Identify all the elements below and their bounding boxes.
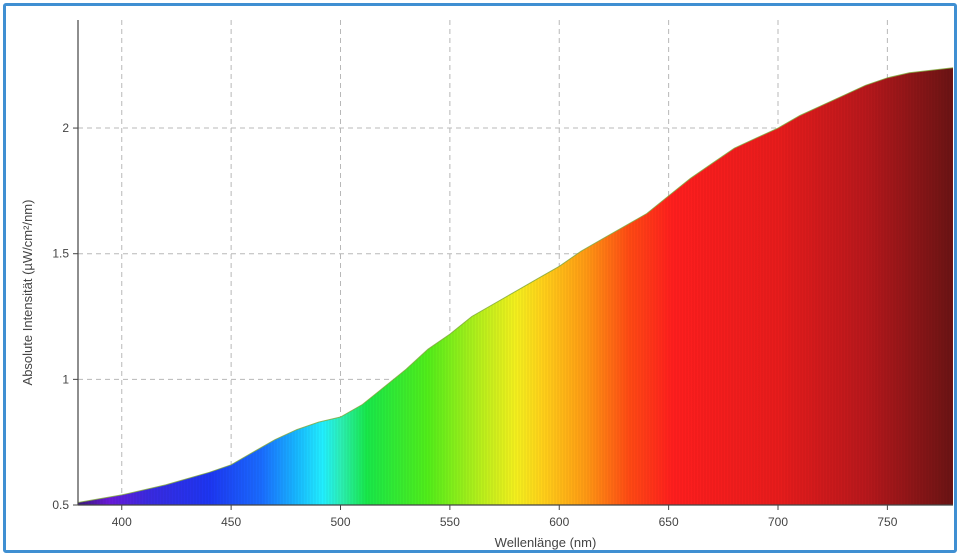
x-tick-label-750: 750 [877, 515, 897, 529]
tick-marks: 400 450 500 550 600 650 700 750 0.5 1 1.5 2 [52, 121, 897, 529]
x-tick-label-600: 600 [549, 515, 569, 529]
axes [77, 20, 953, 506]
x-tick-label-500: 500 [330, 515, 350, 529]
x-tick-label-550: 550 [440, 515, 460, 529]
spectrum-line [77, 67, 954, 503]
y-axis-label: Absolute Intensität (µW/cm²/nm) [20, 200, 35, 386]
x-tick-label-450: 450 [221, 515, 241, 529]
x-tick-label-650: 650 [659, 515, 679, 529]
spectrum-area [77, 67, 954, 505]
spectrum-fill [78, 67, 953, 505]
y-tick-label-1_5: 1.5 [52, 247, 69, 261]
y-tick-label-0_5: 0.5 [52, 498, 69, 512]
y-tick-label-2: 2 [62, 121, 69, 135]
x-tick-label-700: 700 [768, 515, 788, 529]
x-tick-label-400: 400 [112, 515, 132, 529]
x-axis-label: Wellenlänge (nm) [495, 535, 597, 550]
y-tick-label-1: 1 [62, 372, 69, 386]
